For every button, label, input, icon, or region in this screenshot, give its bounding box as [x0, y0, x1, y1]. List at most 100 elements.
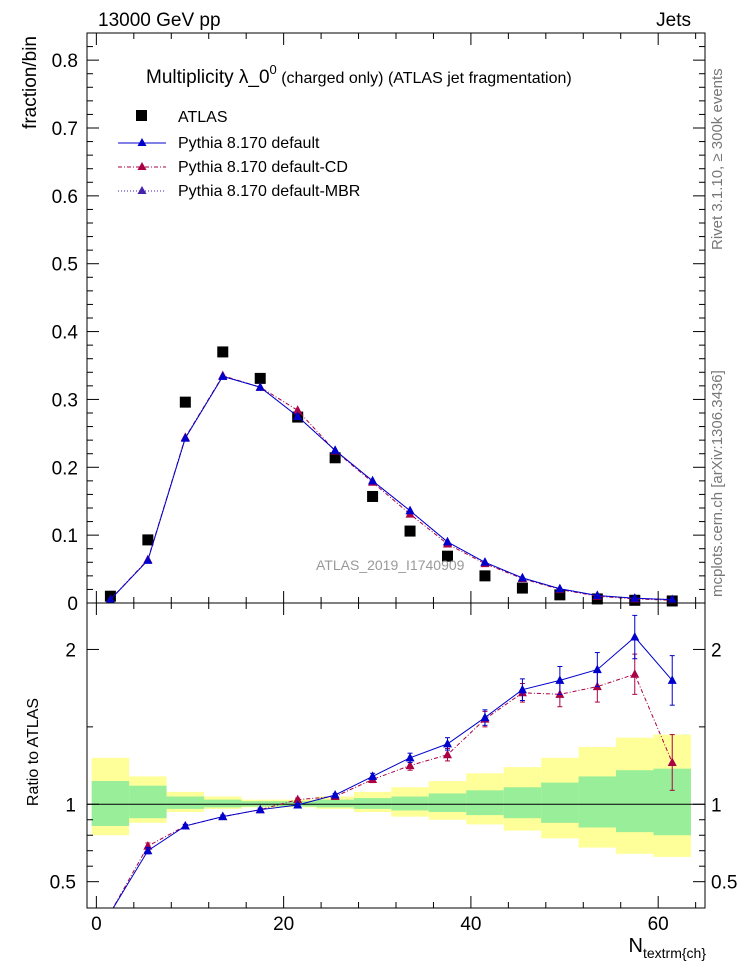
- main-series-marker-1: [555, 583, 565, 593]
- ratio-band-inner: [91, 781, 130, 826]
- ratio-series-marker-0: [592, 664, 602, 674]
- main-series-marker-2: [293, 405, 303, 414]
- main-y-axis: 0.1 0.2 0.3 0.4 0.5 0.6 0.7 0.8 0: [52, 33, 705, 615]
- main-y-tick-label: 0.8: [52, 51, 78, 72]
- legend-label-cd: Pythia 8.170 default-CD: [178, 159, 348, 176]
- main-y-tick-label: 0.6: [52, 187, 78, 208]
- main-series-marker-1: [255, 382, 265, 391]
- x-axis-label: Ntextrm{ch}: [629, 935, 707, 961]
- atlas-data-point: [367, 490, 379, 502]
- main-series-marker-1: [143, 555, 153, 564]
- ratio-band-inner: [578, 776, 617, 828]
- main-y-zero-label: 0: [67, 594, 78, 615]
- ratio-band-inner: [616, 770, 654, 833]
- atlas-data-point: [442, 550, 453, 562]
- ratio-series-line-0: [112, 636, 673, 908]
- ratio-series-marker-0: [405, 752, 415, 762]
- main-y-tick-label: 0.3: [52, 390, 78, 411]
- ratio-y-tick-label: 1: [65, 795, 76, 816]
- header-right: Jets: [656, 10, 691, 31]
- legend-marker-atlas: [136, 110, 147, 121]
- ratio-series-marker-1: [630, 669, 640, 678]
- main-series-marker-1: [218, 371, 228, 380]
- main-y-tick-label: 0.2: [52, 458, 78, 479]
- atlas-data-point: [142, 534, 154, 546]
- main-series-marker-1: [667, 594, 677, 604]
- main-chart-title: Multiplicity λ_00 (charged only) (ATLAS …: [146, 62, 572, 88]
- legend-marker-mbr: [137, 186, 147, 194]
- x-axis-label-main: N: [629, 935, 643, 957]
- ratio-series-marker-0: [667, 675, 677, 684]
- main-panel: 0.1 0.2 0.3 0.4 0.5 0.6 0.7 0.8 0 fraction/bin M…: [20, 32, 706, 615]
- ratio-y-axis: 0.5 0.5 1 1 2 2: [50, 640, 738, 893]
- main-series-marker-1: [480, 557, 490, 566]
- ratio-series-marker-0: [180, 820, 190, 830]
- atlas-data-point: [516, 582, 528, 594]
- ratio-series-marker-0: [218, 811, 228, 821]
- ratio-series-marker-0: [517, 684, 527, 694]
- ratio-y-tick-label: 2: [65, 640, 76, 661]
- legend-marker-cd: [137, 162, 147, 170]
- main-series-marker-1: [368, 475, 378, 485]
- x-tick-label: 0: [91, 914, 102, 935]
- main-series-marker-1: [592, 590, 602, 600]
- main-y-tick-label: 0.1: [52, 526, 78, 547]
- ratio-series-marker-1: [293, 794, 303, 804]
- atlas-data-point: [179, 396, 191, 408]
- ratio-y-tick-label-right: 0.5: [711, 873, 737, 894]
- ratio-series-marker-1: [667, 757, 677, 766]
- main-y-tick-label: 0.7: [52, 119, 78, 140]
- legend-label-default: Pythia 8.170 default: [178, 135, 320, 152]
- main-series-marker-1: [330, 445, 340, 454]
- x-axis-label-sub: textrm{ch}: [643, 945, 706, 961]
- ratio-y-tick-label-right: 1: [711, 795, 722, 816]
- ratio-series-marker-0: [293, 800, 303, 809]
- ratio-y-axis-label: Ratio to ATLAS: [25, 698, 42, 806]
- ratio-series-marker-1: [443, 749, 452, 759]
- ratio-band-inner: [503, 787, 542, 819]
- x-tick-label: 60: [648, 914, 669, 935]
- ratio-series-marker-1: [405, 760, 415, 770]
- atlas-data-point: [329, 452, 341, 464]
- main-series-line-1: [110, 375, 673, 601]
- ratio-series-marker-0: [255, 804, 265, 814]
- main-y-tick-label: 0.5: [52, 255, 78, 276]
- main-y-axis-label: fraction/bin: [20, 36, 41, 129]
- main-series-marker-1: [630, 593, 640, 602]
- ratio-y-tick-label: 0.5: [50, 873, 76, 894]
- ratio-series-marker-0: [110, 907, 111, 908]
- x-tick-label: 40: [460, 914, 481, 935]
- ratio-plot-area: [87, 614, 705, 908]
- watermark: ATLAS_2019_I1740909: [316, 557, 465, 573]
- legend-label-atlas: ATLAS: [178, 109, 228, 126]
- ratio-series-marker-0: [443, 738, 452, 748]
- atlas-data-point: [554, 589, 566, 601]
- legend-marker-default: [137, 138, 147, 146]
- main-series-marker-1: [517, 572, 527, 582]
- ratio-series-marker-0: [330, 789, 340, 799]
- ratio-band-inner: [466, 790, 504, 816]
- ratio-y-tick-label-right: 2: [711, 640, 722, 661]
- side-text-top: Rivet 3.1.10, ≥ 300k events: [709, 68, 726, 250]
- ratio-x-axis: 0 20 40 60: [91, 603, 697, 935]
- side-text-bottom: mcplots.cern.ch [arXiv:1306.3436]: [709, 370, 726, 597]
- main-series-marker-1: [180, 433, 190, 442]
- x-tick-label: 20: [273, 914, 294, 935]
- atlas-data-point: [479, 570, 491, 582]
- ratio-series-marker-0: [630, 632, 640, 641]
- ratio-series-marker-1: [110, 907, 111, 908]
- ratio-series-marker-0: [555, 675, 565, 684]
- main-series-marker-1: [293, 411, 303, 420]
- main-series-marker-1: [405, 505, 415, 515]
- ratio-band-inner: [166, 796, 205, 809]
- ratio-band-inner: [391, 796, 429, 811]
- ratio-band-inner: [204, 799, 242, 808]
- atlas-data-point: [217, 346, 229, 358]
- main-series-marker-1: [443, 536, 452, 546]
- ratio-band-inner: [541, 782, 579, 823]
- main-y-tick-label: 0.4: [52, 323, 79, 344]
- ratio-series-marker-0: [143, 845, 153, 855]
- legend-label-mbr: Pythia 8.170 default-MBR: [178, 183, 360, 200]
- ratio-series-group: [110, 614, 677, 908]
